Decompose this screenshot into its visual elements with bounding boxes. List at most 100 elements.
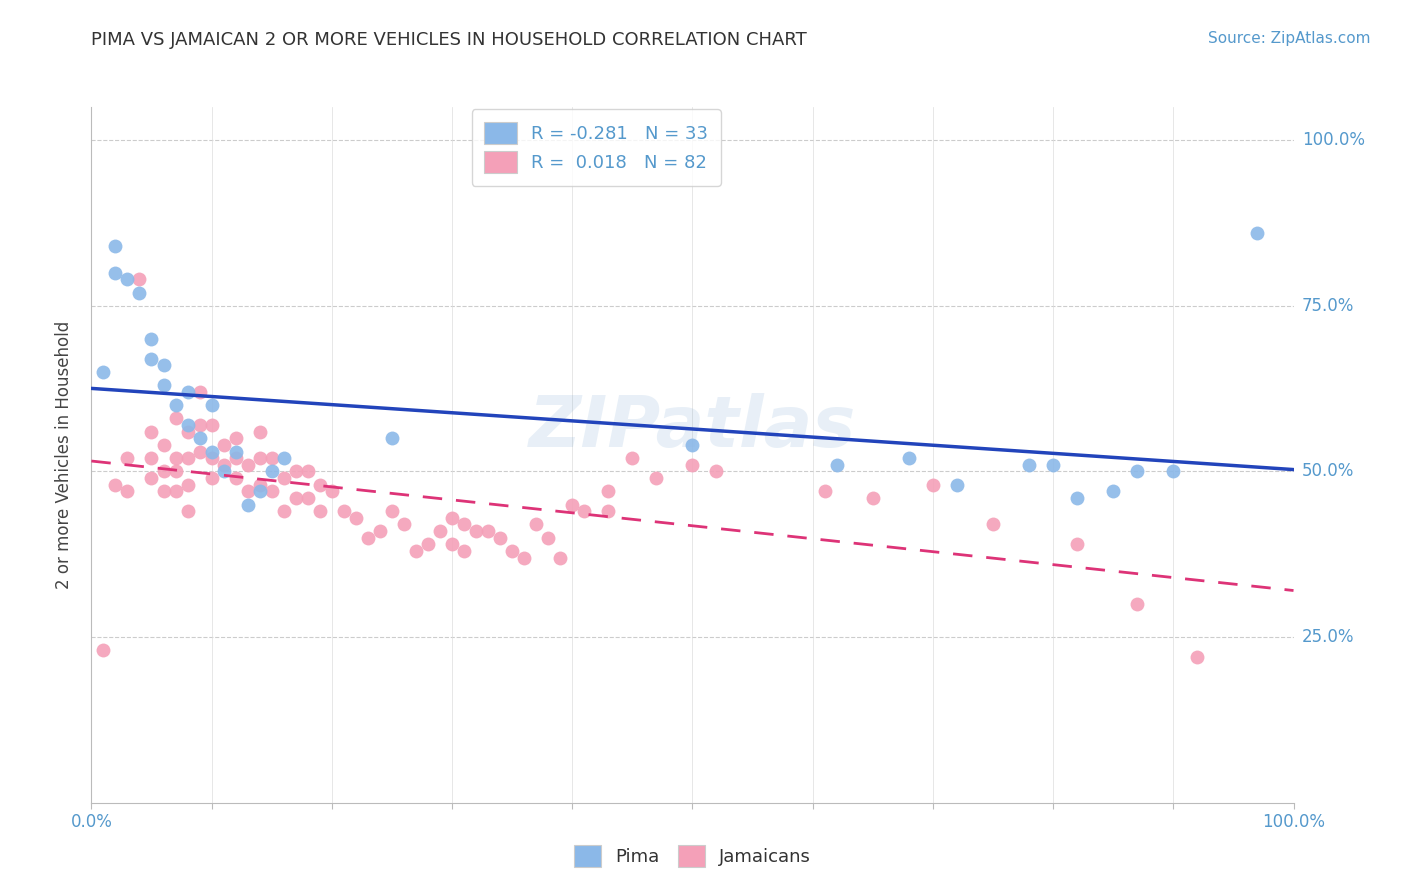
Point bbox=[225, 471, 247, 485]
Point bbox=[225, 451, 247, 466]
Text: 100.0%: 100.0% bbox=[1302, 131, 1365, 149]
Point bbox=[308, 504, 330, 518]
Point bbox=[284, 465, 307, 479]
Point bbox=[152, 359, 174, 373]
Point bbox=[681, 458, 703, 472]
Point bbox=[176, 477, 198, 491]
Point bbox=[165, 484, 187, 499]
Point bbox=[453, 517, 475, 532]
Point bbox=[260, 484, 283, 499]
Point bbox=[645, 471, 668, 485]
Point bbox=[273, 471, 295, 485]
Point bbox=[501, 544, 523, 558]
Point bbox=[201, 444, 224, 458]
Point bbox=[537, 531, 560, 545]
Point bbox=[706, 465, 728, 479]
Point bbox=[249, 451, 271, 466]
Point bbox=[946, 477, 969, 491]
Point bbox=[1066, 491, 1088, 505]
Point bbox=[117, 272, 139, 286]
Point bbox=[1018, 458, 1040, 472]
Point bbox=[236, 498, 259, 512]
Point bbox=[273, 451, 295, 466]
Point bbox=[308, 477, 330, 491]
Point bbox=[598, 504, 620, 518]
Point bbox=[862, 491, 884, 505]
Point bbox=[1126, 465, 1149, 479]
Point bbox=[440, 511, 463, 525]
Point bbox=[333, 504, 356, 518]
Point bbox=[117, 484, 139, 499]
Point bbox=[141, 471, 163, 485]
Point bbox=[165, 465, 187, 479]
Point bbox=[357, 531, 380, 545]
Point bbox=[152, 484, 174, 499]
Point bbox=[429, 524, 451, 538]
Point bbox=[284, 491, 307, 505]
Point bbox=[104, 266, 127, 280]
Point bbox=[453, 544, 475, 558]
Point bbox=[392, 517, 415, 532]
Point bbox=[201, 451, 224, 466]
Point bbox=[416, 537, 439, 551]
Point bbox=[981, 517, 1004, 532]
Point bbox=[249, 484, 271, 499]
Point bbox=[201, 471, 224, 485]
Point bbox=[236, 484, 259, 499]
Point bbox=[524, 517, 547, 532]
Point bbox=[381, 504, 404, 518]
Point bbox=[273, 504, 295, 518]
Point bbox=[405, 544, 427, 558]
Point bbox=[176, 425, 198, 439]
Point bbox=[548, 550, 571, 565]
Point bbox=[814, 484, 837, 499]
Text: 50.0%: 50.0% bbox=[1302, 462, 1354, 481]
Point bbox=[249, 477, 271, 491]
Point bbox=[297, 491, 319, 505]
Point bbox=[1187, 650, 1209, 665]
Point bbox=[598, 484, 620, 499]
Point bbox=[152, 378, 174, 392]
Point bbox=[93, 365, 115, 379]
Point bbox=[141, 451, 163, 466]
Point bbox=[128, 285, 150, 300]
Point bbox=[141, 351, 163, 366]
Point bbox=[1161, 465, 1184, 479]
Text: PIMA VS JAMAICAN 2 OR MORE VEHICLES IN HOUSEHOLD CORRELATION CHART: PIMA VS JAMAICAN 2 OR MORE VEHICLES IN H… bbox=[91, 31, 807, 49]
Point bbox=[225, 444, 247, 458]
Point bbox=[188, 431, 211, 445]
Y-axis label: 2 or more Vehicles in Household: 2 or more Vehicles in Household bbox=[55, 321, 73, 589]
Point bbox=[176, 504, 198, 518]
Point bbox=[825, 458, 848, 472]
Point bbox=[165, 398, 187, 412]
Point bbox=[212, 458, 235, 472]
Point bbox=[176, 451, 198, 466]
Point bbox=[128, 272, 150, 286]
Point bbox=[922, 477, 945, 491]
Point bbox=[104, 477, 127, 491]
Point bbox=[489, 531, 512, 545]
Point bbox=[201, 418, 224, 433]
Text: Source: ZipAtlas.com: Source: ZipAtlas.com bbox=[1208, 31, 1371, 46]
Point bbox=[344, 511, 367, 525]
Point bbox=[201, 398, 224, 412]
Point bbox=[225, 431, 247, 445]
Text: 75.0%: 75.0% bbox=[1302, 297, 1354, 315]
Point bbox=[212, 438, 235, 452]
Point bbox=[1042, 458, 1064, 472]
Point bbox=[117, 451, 139, 466]
Point bbox=[260, 465, 283, 479]
Point bbox=[297, 465, 319, 479]
Legend: Pima, Jamaicans: Pima, Jamaicans bbox=[567, 838, 818, 874]
Point bbox=[165, 451, 187, 466]
Point bbox=[141, 425, 163, 439]
Point bbox=[1126, 597, 1149, 611]
Point bbox=[561, 498, 583, 512]
Point bbox=[93, 643, 115, 657]
Point bbox=[176, 384, 198, 399]
Point bbox=[1066, 537, 1088, 551]
Point bbox=[465, 524, 488, 538]
Point bbox=[152, 438, 174, 452]
Point bbox=[381, 431, 404, 445]
Point bbox=[141, 332, 163, 346]
